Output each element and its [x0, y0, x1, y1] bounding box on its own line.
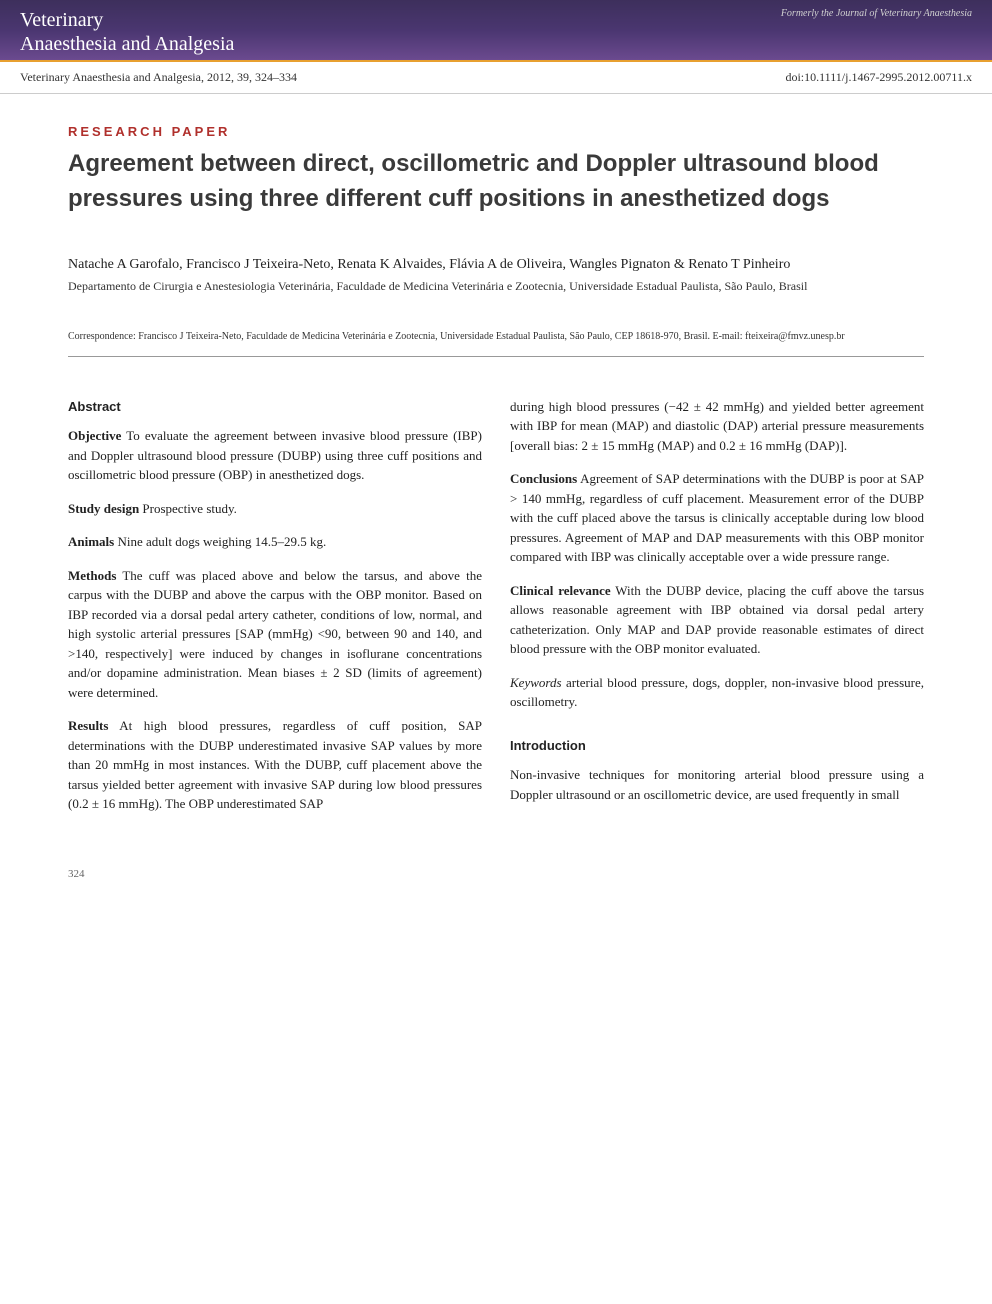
content-area: RESEARCH PAPER Agreement between direct,…	[0, 94, 992, 868]
keywords-text: arterial blood pressure, dogs, doppler, …	[510, 675, 924, 710]
affiliation: Departamento de Cirurgia e Anestesiologi…	[68, 279, 924, 294]
right-column: during high blood pressures (−42 ± 42 mm…	[510, 397, 924, 828]
authors: Natache A Garofalo, Francisco J Teixeira…	[68, 257, 924, 273]
introduction-para: Non-invasive techniques for monitoring a…	[510, 765, 924, 804]
page: Veterinary Anaesthesia and Analgesia For…	[0, 0, 992, 900]
conclusions-para: Conclusions Agreement of SAP determinati…	[510, 469, 924, 567]
objective-para: Objective To evaluate the agreement betw…	[68, 426, 482, 485]
left-column: Abstract Objective To evaluate the agree…	[68, 397, 482, 828]
clinical-relevance-para: Clinical relevance With the DUBP device,…	[510, 581, 924, 659]
two-column-body: Abstract Objective To evaluate the agree…	[68, 397, 924, 828]
results-para: Results At high blood pressures, regardl…	[68, 716, 482, 814]
animals-label: Animals	[68, 534, 114, 549]
results-text: At high blood pressures, regardless of c…	[68, 718, 482, 811]
introduction-heading: Introduction	[510, 736, 924, 756]
clinical-relevance-label: Clinical relevance	[510, 583, 611, 598]
study-design-label: Study design	[68, 501, 139, 516]
citation-text: Veterinary Anaesthesia and Analgesia, 20…	[20, 70, 297, 85]
methods-para: Methods The cuff was placed above and be…	[68, 566, 482, 703]
keywords-label: Keywords	[510, 675, 562, 690]
journal-name-line1: Veterinary	[20, 8, 234, 32]
journal-name-line2: Anaesthesia and Analgesia	[20, 32, 234, 56]
journal-header: Veterinary Anaesthesia and Analgesia For…	[0, 0, 992, 62]
methods-label: Methods	[68, 568, 116, 583]
objective-text: To evaluate the agreement between invasi…	[68, 428, 482, 482]
conclusions-label: Conclusions	[510, 471, 577, 486]
keywords-para: Keywords arterial blood pressure, dogs, …	[510, 673, 924, 712]
study-design-para: Study design Prospective study.	[68, 499, 482, 519]
animals-para: Animals Nine adult dogs weighing 14.5–29…	[68, 532, 482, 552]
results-label: Results	[68, 718, 108, 733]
study-design-text: Prospective study.	[139, 501, 237, 516]
paper-type-label: RESEARCH PAPER	[68, 124, 924, 139]
citation-row: Veterinary Anaesthesia and Analgesia, 20…	[0, 62, 992, 94]
results-cont-para: during high blood pressures (−42 ± 42 mm…	[510, 397, 924, 456]
objective-label: Objective	[68, 428, 121, 443]
correspondence: Correspondence: Francisco J Teixeira-Net…	[68, 330, 924, 357]
doi-text: doi:10.1111/j.1467-2995.2012.00711.x	[785, 70, 972, 85]
paper-title: Agreement between direct, oscillometric …	[68, 147, 924, 217]
animals-text: Nine adult dogs weighing 14.5–29.5 kg.	[114, 534, 326, 549]
journal-former-name: Formerly the Journal of Veterinary Anaes…	[781, 8, 972, 19]
abstract-heading: Abstract	[68, 397, 482, 417]
page-number: 324	[0, 868, 992, 900]
methods-text: The cuff was placed above and below the …	[68, 568, 482, 700]
journal-name-block: Veterinary Anaesthesia and Analgesia	[20, 8, 234, 56]
